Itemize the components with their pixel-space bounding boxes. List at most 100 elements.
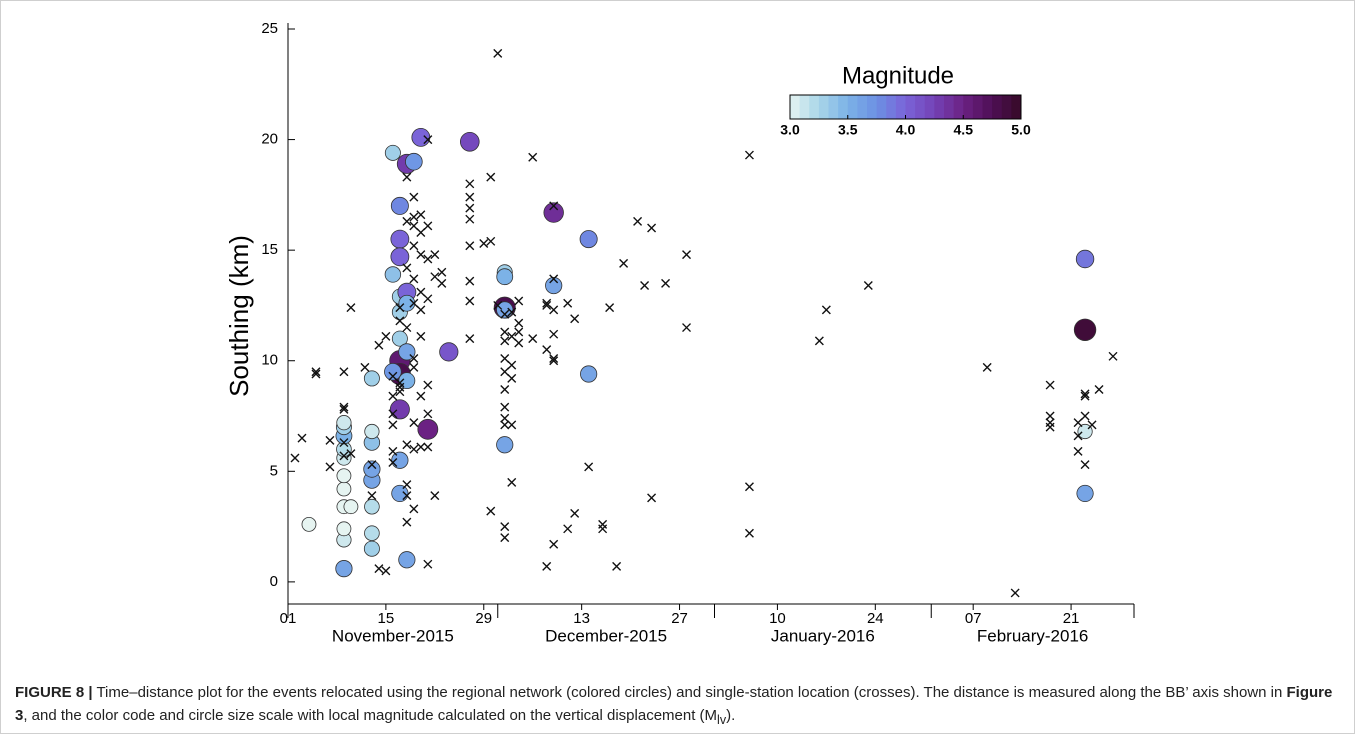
event-cross — [744, 150, 754, 160]
event-cross — [465, 334, 475, 344]
event-circle — [363, 540, 380, 557]
colorbar-stripe — [790, 95, 801, 119]
event-cross — [514, 327, 524, 337]
event-cross — [423, 221, 433, 231]
event-circle — [301, 516, 317, 532]
event-cross — [682, 323, 692, 333]
caption: FIGURE 8 | Time–distance plot for the ev… — [15, 681, 1335, 732]
event-cross — [409, 444, 419, 454]
event-cross — [409, 354, 419, 364]
event-cross — [465, 203, 475, 213]
month-label: November-2015 — [332, 626, 454, 645]
y-tick-label: 5 — [270, 462, 278, 479]
colorbar-stripe — [1001, 95, 1012, 119]
event-cross — [388, 391, 398, 401]
event-cross — [409, 418, 419, 428]
event-cross — [339, 451, 349, 461]
event-circle — [1073, 318, 1097, 341]
event-cross — [423, 559, 433, 569]
event-circle — [336, 468, 352, 484]
event-circle — [439, 342, 459, 362]
event-cross — [493, 48, 503, 58]
event-cross — [528, 334, 538, 344]
event-cross — [744, 482, 754, 492]
event-cross — [409, 212, 419, 222]
colorbar-stripe — [818, 95, 829, 119]
event-cross — [374, 564, 384, 574]
event-cross — [1108, 351, 1118, 361]
event-cross — [500, 413, 510, 423]
event-cross — [612, 561, 622, 571]
event-cross — [395, 303, 405, 313]
x-tick-label: 13 — [573, 610, 590, 627]
event-cross — [416, 287, 426, 297]
caption-label: FIGURE 8 | — [15, 684, 93, 701]
event-cross — [381, 331, 391, 341]
event-circle — [545, 276, 563, 295]
event-cross — [507, 331, 517, 341]
colorbar-stripe — [953, 95, 964, 119]
event-cross — [1073, 446, 1083, 456]
event-cross — [1045, 411, 1055, 421]
event-cross — [486, 172, 496, 182]
y-tick-label: 15 — [261, 241, 278, 258]
event-circle — [384, 144, 401, 161]
colorbar-stripe — [963, 95, 974, 119]
event-cross — [402, 172, 412, 182]
event-cross — [339, 402, 349, 412]
event-cross — [416, 391, 426, 401]
event-circle — [543, 202, 564, 223]
event-cross — [744, 528, 754, 538]
event-cross — [395, 316, 405, 326]
event-cross — [500, 420, 510, 430]
colorbar-tick-label: 4.0 — [896, 122, 916, 138]
event-cross — [500, 533, 510, 543]
event-cross — [598, 519, 608, 529]
event-circle — [391, 451, 409, 469]
event-cross — [409, 504, 419, 514]
event-circle — [459, 131, 480, 152]
event-cross — [430, 272, 440, 282]
event-cross — [500, 522, 510, 532]
colorbar-stripe — [944, 95, 955, 119]
colorbar-tick-label: 5.0 — [1011, 122, 1031, 138]
colorbar-stripe — [895, 95, 906, 119]
event-cross — [500, 354, 510, 364]
event-cross — [549, 354, 559, 364]
event-cross — [409, 362, 419, 372]
event-cross — [423, 135, 433, 145]
event-cross — [500, 384, 510, 394]
event-cross — [360, 362, 370, 372]
caption-text: Time–distance plot for the events reloca… — [96, 684, 1283, 701]
colorbar-stripe — [799, 95, 810, 119]
event-cross — [507, 477, 517, 487]
event-cross — [647, 223, 657, 233]
colorbar-stripe — [992, 95, 1003, 119]
event-cross — [507, 420, 517, 430]
event-cross — [661, 278, 671, 288]
x-tick-label: 29 — [475, 610, 492, 627]
event-cross — [584, 462, 594, 472]
event-cross — [409, 274, 419, 284]
event-cross — [465, 192, 475, 202]
event-circle — [336, 481, 352, 497]
event-cross — [423, 409, 433, 419]
event-cross — [437, 278, 447, 288]
event-circle — [390, 229, 410, 249]
colorbar-stripe — [828, 95, 839, 119]
event-cross — [486, 236, 496, 246]
event-cross — [549, 356, 559, 366]
event-cross — [570, 508, 580, 518]
event-cross — [430, 250, 440, 260]
event-cross — [409, 241, 419, 251]
event-cross — [388, 371, 398, 381]
event-cross — [388, 446, 398, 456]
y-tick-label: 25 — [261, 20, 278, 37]
event-cross — [346, 449, 356, 459]
event-cross — [982, 362, 992, 372]
event-cross — [640, 281, 650, 291]
event-circle — [1076, 484, 1094, 503]
event-circle — [398, 551, 416, 569]
event-cross — [388, 457, 398, 467]
